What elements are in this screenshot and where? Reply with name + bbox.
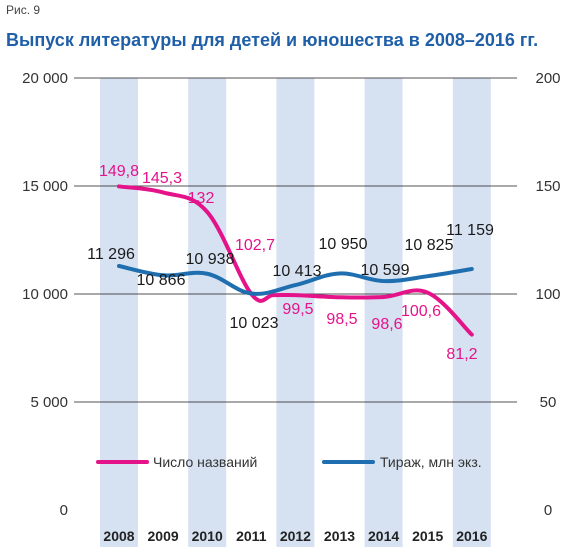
left-tick-label: 5 000	[30, 394, 68, 411]
data-label-titles: 81,2	[446, 346, 477, 363]
data-label-circulation: 10 413	[273, 263, 322, 280]
data-label-titles: 132	[188, 190, 215, 207]
data-label-circulation: 11 296	[87, 246, 135, 263]
left-tick-label: 10 000	[22, 286, 68, 303]
left-tick-label: 15 000	[22, 178, 68, 195]
data-label-circulation: 10 938	[186, 251, 235, 268]
left-axis-ticks: 20 000 15 000 10 000 5 000 0	[22, 70, 68, 519]
data-label-circulation: 10 825	[405, 237, 454, 254]
legend-label-titles: Число названий	[153, 454, 257, 470]
right-tick-label: 150	[535, 178, 560, 195]
data-label-titles: 149,8	[99, 163, 139, 180]
data-label-titles: 102,7	[235, 237, 275, 254]
chart-title: Выпуск литературы для детей и юношества …	[6, 30, 539, 50]
year-stripe-2008	[100, 78, 138, 547]
left-tick-label: 0	[60, 502, 68, 519]
data-label-titles: 98,6	[371, 316, 402, 333]
legend-label-circulation: Тираж, млн экз.	[380, 454, 482, 470]
data-label-titles: 100,6	[401, 303, 441, 320]
x-tick-label-2009: 2009	[148, 528, 179, 544]
x-tick-label-2016: 2016	[456, 528, 487, 544]
series-line-circulation	[117, 264, 474, 296]
x-tick-label-2013: 2013	[324, 528, 355, 544]
data-label-circulation: 10 866	[137, 272, 186, 289]
x-tick-label-2011: 2011	[236, 528, 267, 544]
right-tick-label: 100	[535, 286, 560, 303]
data-label-titles: 145,3	[142, 170, 182, 187]
right-axis-ticks: 200 150 100 50 0	[535, 70, 560, 519]
data-label-circulation: 10 950	[319, 236, 368, 253]
legend: Число названий Тираж, млн экз.	[96, 454, 482, 470]
figure-caption: Рис. 9	[6, 3, 41, 17]
year-stripe-2016	[452, 78, 491, 547]
data-label-circulation: 11 159	[446, 222, 494, 239]
year-stripe-2012	[276, 78, 315, 547]
year-stripes	[100, 78, 491, 547]
x-tick-label-2014: 2014	[368, 528, 399, 544]
year-stripe-2014	[364, 78, 403, 547]
right-tick-label: 200	[535, 70, 560, 87]
x-axis-labels: 2008 2009 2010 2011 2012 2013 2014 2015 2016	[103, 528, 487, 544]
x-tick-label-2015: 2015	[412, 528, 443, 544]
right-tick-label: 0	[544, 502, 552, 519]
series-line-titles	[117, 184, 474, 337]
left-tick-label: 20 000	[22, 70, 68, 87]
data-label-titles: 99,5	[282, 301, 313, 318]
x-tick-label-2010: 2010	[192, 528, 223, 544]
year-stripe-2010	[188, 78, 227, 547]
right-tick-label: 50	[540, 394, 557, 411]
x-tick-label-2008: 2008	[103, 528, 134, 544]
data-label-circulation: 10 599	[361, 262, 410, 279]
data-label-circulation: 10 023	[230, 315, 279, 332]
data-label-titles: 98,5	[326, 311, 357, 328]
x-tick-label-2012: 2012	[280, 528, 311, 544]
series-lines	[117, 184, 474, 337]
